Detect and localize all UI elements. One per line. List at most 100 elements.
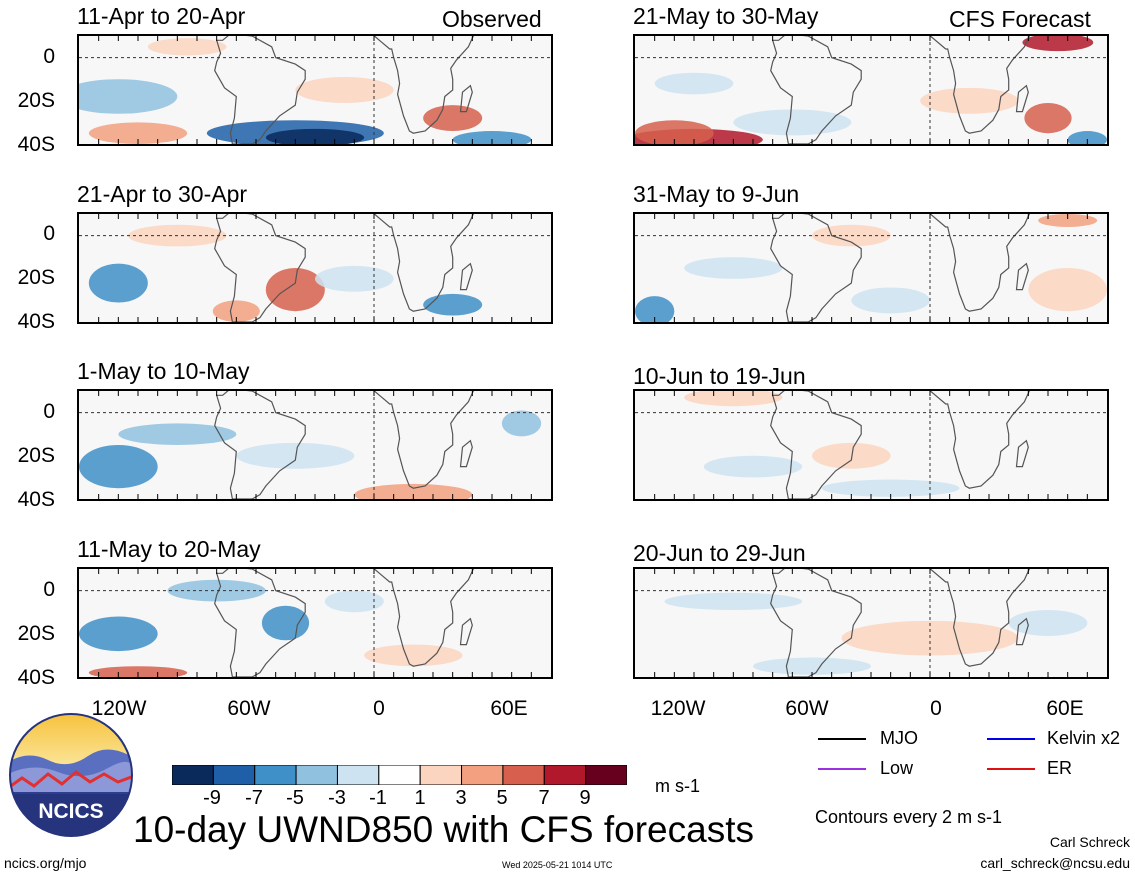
lon-label-60e: 60E: [490, 697, 528, 720]
legend-label-low: Low: [880, 758, 914, 778]
anomaly-patch: [664, 592, 803, 611]
coastline: [459, 84, 473, 113]
lat-label-40s: 40S: [17, 133, 55, 156]
panel-title-fc-1: 21-May to 30-May: [633, 3, 819, 29]
panel-title-fc-4: 20-Jun to 29-Jun: [633, 540, 806, 566]
colorbar-label: -1: [369, 787, 387, 809]
colorbar-swatch: [171, 764, 214, 786]
coastline: [770, 36, 862, 144]
coastline: [1015, 84, 1029, 113]
ncics-logo: NCICS: [8, 712, 134, 838]
wind-anomaly-shading: [664, 592, 1088, 675]
anomaly-patch: [753, 657, 871, 675]
coastline: [770, 569, 862, 677]
anomaly-patch: [1028, 268, 1107, 312]
lat-label-40s: 40S: [17, 666, 55, 689]
legend-line-er: [987, 768, 1035, 770]
anomaly-patch: [265, 268, 325, 312]
map-panel-fc-1: [633, 34, 1109, 146]
anomaly-patch: [654, 72, 734, 95]
anomaly-patch: [684, 391, 783, 407]
anomaly-patch: [364, 644, 463, 667]
coastline: [929, 569, 1030, 667]
anomaly-patch: [1067, 131, 1107, 144]
colorbar-swatch: [254, 764, 297, 786]
map-panel-obs-4: [77, 567, 553, 679]
anomaly-patch: [118, 423, 237, 445]
coastline: [373, 214, 474, 312]
legend-label-er: ER: [1047, 758, 1073, 778]
legend-label-kelvin: Kelvin x2: [1047, 728, 1121, 748]
colorbar-swatch: [461, 764, 504, 786]
map-panel-obs-3: [77, 389, 553, 501]
colorbar-label: 3: [455, 787, 467, 809]
legend-label-mjo: MJO: [880, 728, 918, 748]
anomaly-patch: [295, 77, 394, 103]
anomaly-patch: [812, 442, 891, 469]
colorbar-swatch: [212, 764, 256, 786]
anomaly-patch: [501, 410, 542, 437]
lon-label-120w: 120W: [650, 697, 706, 720]
anomaly-patch: [821, 479, 960, 497]
colorbar: [171, 764, 628, 786]
coastline: [214, 36, 306, 144]
anomaly-patch: [88, 122, 188, 144]
panel-title-obs-1: 11-Apr to 20-Apr: [77, 3, 246, 29]
footer-timestamp: Wed 2025-05-21 1014 UTC: [502, 860, 613, 870]
map-panel-obs-2: [77, 212, 553, 324]
anomaly-patch: [841, 620, 1019, 656]
observed-header: Observed: [442, 6, 542, 32]
coastline: [214, 214, 306, 322]
anomaly-patch: [354, 483, 473, 499]
wind-anomaly-shading: [79, 579, 463, 677]
colorbar-label: 1: [414, 787, 426, 809]
anomaly-patch: [261, 605, 310, 641]
legend-line-low: [818, 768, 866, 770]
anomaly-patch: [79, 616, 158, 652]
lat-label-20s: 20S: [17, 444, 55, 467]
lon-label-60w: 60W: [785, 697, 829, 720]
panel-title-obs-2: 21-Apr to 30-Apr: [77, 181, 248, 207]
coastline: [1015, 439, 1029, 468]
colorbar-swatch: [336, 764, 380, 786]
anomaly-patch: [1038, 214, 1098, 227]
coastline: [1015, 617, 1029, 646]
colorbar-swatch: [543, 764, 587, 786]
anomaly-patch: [1024, 102, 1072, 134]
footer-author: Carl Schreck: [1049, 834, 1130, 850]
legend-line-kelvin: [987, 738, 1035, 740]
coastline: [770, 214, 862, 322]
coastline: [770, 391, 862, 499]
lat-label-40s: 40S: [17, 310, 55, 333]
anomaly-patch: [324, 590, 384, 613]
anomaly-patch: [920, 87, 1019, 114]
anomaly-patch: [684, 257, 783, 279]
footer-email[interactable]: carl_schreck@ncsu.edu: [980, 855, 1130, 871]
anomaly-patch: [236, 442, 355, 469]
anomaly-patch: [1022, 36, 1094, 52]
lon-label-120w: 120W: [91, 697, 147, 720]
footer-url[interactable]: ncics.org/mjo: [4, 855, 87, 871]
map-panel-fc-4: [633, 567, 1109, 679]
panel-title-obs-3: 1-May to 10-May: [77, 358, 250, 384]
lat-label-20s: 20S: [17, 89, 55, 112]
coastline: [459, 617, 473, 646]
anomaly-patch: [79, 445, 158, 489]
lon-label-60w: 60W: [227, 697, 271, 720]
main-title: 10-day UWND850 with CFS forecasts: [133, 809, 754, 850]
coastline: [1015, 262, 1029, 291]
lat-label-40s: 40S: [17, 488, 55, 511]
wind-anomaly-shading: [79, 38, 532, 144]
colorbar-label: 9: [579, 787, 591, 809]
coastline: [373, 391, 474, 489]
wind-anomaly-shading: [684, 391, 960, 497]
wind-anomaly-shading: [79, 410, 542, 499]
colorbar-swatch: [378, 764, 421, 786]
anomaly-patch: [88, 263, 148, 303]
coastline: [929, 36, 1030, 134]
coastline: [459, 439, 473, 468]
coastline: [214, 569, 306, 677]
anomaly-patch: [88, 666, 188, 677]
anomaly-patch: [79, 79, 178, 114]
anomaly-patch: [212, 300, 260, 322]
